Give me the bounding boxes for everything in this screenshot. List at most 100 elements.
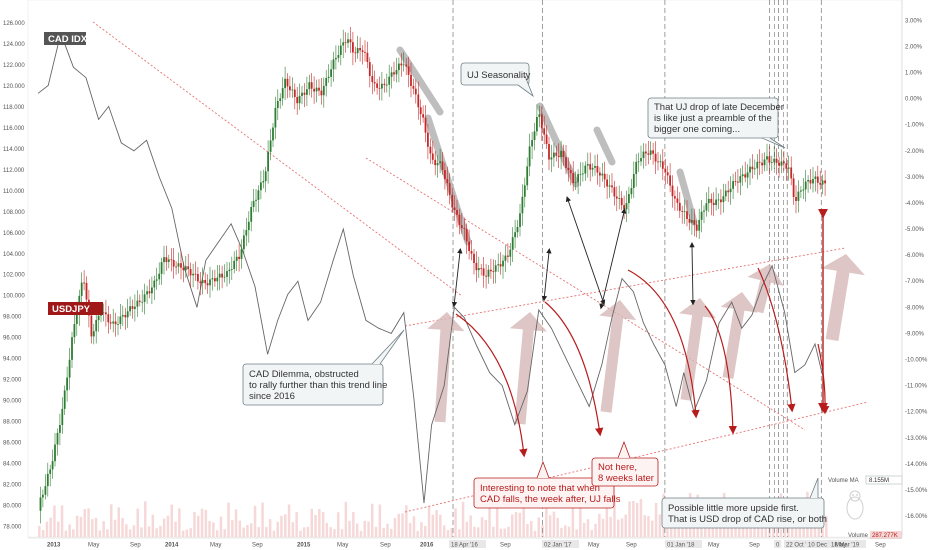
candle-body [606, 179, 608, 187]
candle-body [669, 175, 671, 186]
seasonal-drop-marker [593, 126, 616, 166]
volume-bar [537, 517, 540, 537]
volume-bar [306, 526, 310, 537]
candle-body [46, 473, 49, 487]
candle-body [298, 95, 301, 104]
candle-body [531, 140, 533, 147]
volume-bar [204, 509, 208, 537]
candle-body [419, 107, 422, 115]
candle-body [286, 78, 289, 87]
candle-body [163, 257, 165, 263]
possible-callout[interactable]: Possible little more upside first. That … [661, 477, 827, 529]
left-axis-tick: 94.000 [3, 357, 22, 363]
cad-dilemma-callout[interactable]: CAD Dilemma, obstructed to rally further… [242, 329, 405, 406]
volume-bar [393, 518, 397, 537]
candle-body [148, 291, 151, 294]
candle-body [373, 82, 376, 84]
volume-bar [79, 516, 83, 537]
candle-body [739, 176, 742, 183]
left-axis-tick: 120.000 [3, 84, 25, 90]
candle-body [511, 237, 514, 250]
candle-body [417, 94, 420, 108]
candle-body [264, 171, 267, 182]
left-axis-tick: 116.000 [3, 126, 25, 132]
left-axis-tick: 110.000 [3, 189, 25, 195]
candle-body [352, 42, 354, 53]
candle-body [95, 320, 98, 332]
not-here-callout[interactable]: Not here, 8 weeks later [591, 440, 659, 487]
uj-drop-callout[interactable]: That UJ drop of late December is like ju… [647, 97, 786, 149]
volume-bar [268, 519, 272, 537]
candle-body [802, 189, 805, 191]
seasonal-drop-marker [396, 46, 444, 116]
right-axis-tick: -3.00% [905, 175, 925, 181]
candle-body [599, 172, 601, 176]
candle-body [327, 76, 330, 78]
candle-body [686, 211, 688, 219]
volume-bar [170, 504, 173, 537]
left-axis-tick: 100.000 [3, 294, 25, 300]
candle-body [129, 306, 131, 312]
candle-body [785, 163, 788, 169]
candle-body [625, 203, 628, 210]
left-axis-tick: 104.000 [3, 252, 25, 258]
candle-body [797, 191, 800, 201]
candle-body [366, 52, 369, 62]
candle-body [414, 88, 417, 95]
candle-body [712, 202, 715, 205]
candle-body [73, 324, 76, 338]
candle-body [402, 64, 405, 66]
candle-body [255, 199, 257, 201]
cad-dilemma-line-1: CAD Dilemma, obstructed [249, 369, 359, 380]
candle-body [170, 259, 173, 261]
volume-bar [560, 527, 563, 537]
candle-body [514, 232, 516, 238]
volume-bar [253, 505, 257, 537]
link-arrows [451, 196, 696, 310]
volume-bar [181, 530, 185, 537]
volume-bar [632, 501, 635, 537]
cad-decline-arrow [627, 269, 700, 419]
candle-body [465, 228, 468, 242]
time-axis-label: Sep [130, 543, 141, 549]
candle-body [770, 162, 773, 163]
candle-body [124, 315, 127, 318]
candle-body [368, 62, 371, 76]
volume-bar [658, 514, 662, 537]
volume-bar [284, 514, 287, 537]
volume-bar [223, 529, 226, 537]
candle-body [204, 280, 207, 284]
candle-body [172, 259, 175, 267]
candle-body [792, 178, 795, 197]
volume-bar [64, 530, 68, 537]
candle-body [470, 251, 473, 254]
interesting-callout[interactable]: Interesting to note that when CAD falls,… [473, 460, 621, 509]
volume-bar [454, 508, 457, 537]
volume-bar [261, 502, 264, 537]
candle-body [463, 228, 466, 229]
volume-bar [677, 520, 680, 537]
candle-body [276, 101, 279, 108]
uj-seasonality-callout[interactable]: UJ Seasonality [460, 62, 534, 98]
volume-bar [639, 499, 643, 537]
candle-body [250, 207, 253, 222]
cad-decline-arrow [455, 313, 528, 458]
candle-body [398, 63, 400, 71]
volume-bar [174, 521, 177, 537]
usdjpy-tag: USDJPY [48, 302, 103, 315]
candle-body [707, 198, 710, 204]
candle-body [390, 72, 393, 77]
candle-body [422, 114, 424, 118]
volume-bar [825, 515, 828, 537]
lower-channel-line [404, 401, 869, 513]
candle-body [659, 161, 662, 163]
volume-bar [132, 525, 136, 537]
volume-bar [310, 508, 313, 537]
candle-body [66, 377, 68, 391]
volume-bar [374, 526, 378, 537]
candle-body [487, 269, 490, 277]
candle-body [56, 432, 59, 445]
candle-body [460, 225, 463, 229]
candle-body [456, 210, 458, 215]
candle-body [206, 283, 209, 286]
